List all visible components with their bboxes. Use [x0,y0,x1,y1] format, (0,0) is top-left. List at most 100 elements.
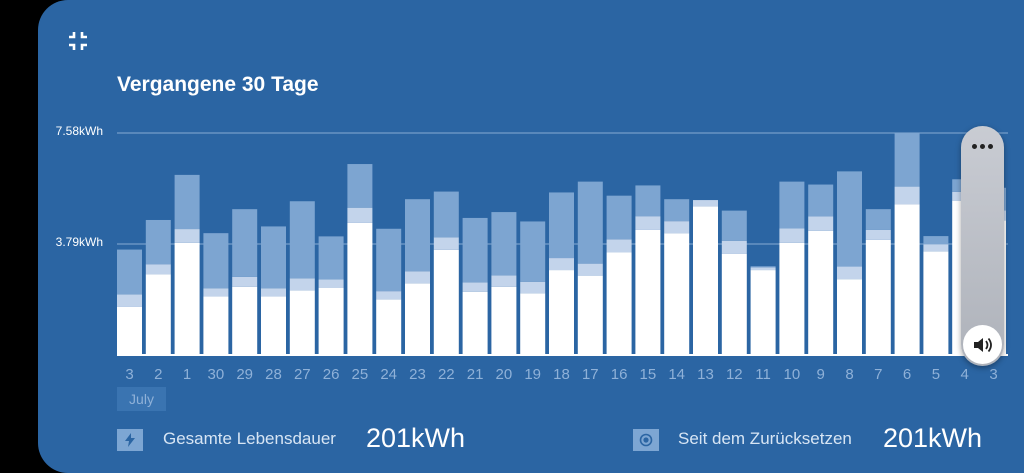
x-tick-label: 26 [323,366,340,383]
x-tick-label: 30 [208,366,225,383]
bar-segment-top [289,201,315,279]
bar-segment-main [577,275,603,355]
bar-segment-main [462,291,488,355]
bar-segment-top [808,184,834,217]
bar-segment-top [117,249,142,295]
lightning-icon [117,429,143,451]
bar-segment-main [894,204,920,355]
bar-segment-main [606,252,632,355]
bar-segment-mid [923,244,949,252]
x-tick-label: 2 [154,366,162,383]
x-tick-label: 20 [496,366,513,383]
bar-segment-top [462,217,488,283]
bar-segment-main [261,296,286,355]
bar-segment-top [894,133,920,187]
x-tick-label: 18 [553,366,570,383]
x-tick-label: 4 [961,366,969,383]
bar-segment-top [635,185,661,217]
lifetime-label: Gesamte Lebensdauer [163,429,336,448]
bar-segment-mid [203,288,229,297]
bar-segment-main [808,230,834,355]
bar-segment-main [549,270,574,355]
x-tick-label: 15 [640,366,657,383]
bar-segment-top [779,181,805,229]
bar-segment-mid [405,271,430,284]
x-tick-label: 11 [755,366,771,383]
bar-segment-mid [750,267,776,271]
bar-segment-main [174,242,200,355]
y-tick-label: 3.79kWh [56,235,103,249]
bar-segment-mid [721,240,747,254]
x-tick-label: 17 [582,366,599,383]
bar-segment-mid [289,278,315,291]
bar-segment-mid [462,282,488,292]
reset-value: 201kWh [883,423,983,453]
x-tick-label: 12 [726,366,743,383]
bar-segment-mid [693,200,718,207]
bar-segment-mid [117,294,142,307]
bar-segment-top [664,199,690,222]
lifetime-value: 201kWh [366,423,466,453]
bar-segment-mid [549,258,574,271]
bar-segment-mid [174,229,200,243]
x-tick-label: 29 [236,366,253,383]
y-tick-label: 7.58kWh [56,124,103,138]
bar-segment-mid [606,239,632,253]
bar-segment-mid [376,291,402,300]
bar-segment-mid [491,275,517,287]
reset-label: Seit dem Zurücksetzen [678,429,852,448]
x-tick-label: 21 [467,366,484,383]
speaker-icon[interactable] [963,325,1002,364]
bar-segment-mid [433,237,459,250]
bar-segment-main [433,249,459,355]
bar-segment-top [376,228,402,292]
bar-segment-main [318,287,344,355]
more-dots-icon[interactable] [961,138,1004,154]
x-tick-label: 9 [817,366,825,383]
bar-segment-main [145,274,171,355]
bar-segment-top [318,236,344,280]
chart-title: Vergangene 30 Tage [117,73,319,96]
x-tick-label: 22 [438,366,455,383]
x-tick-label: 24 [380,366,397,383]
bar-segment-main [865,239,891,355]
bar-segment-top [405,199,430,272]
bar-segment-mid [520,281,546,294]
bar-segment-top [923,236,949,245]
bar-segment-main [117,306,142,355]
x-tick-label: 16 [611,366,628,383]
bar-segment-main [837,279,862,355]
x-tick-label: 5 [932,366,940,383]
bar-segment-top [606,195,632,240]
bar-segment-main [405,283,430,355]
bar-segment-mid [808,216,834,231]
bar-segment-mid [865,229,891,240]
bar-segment-mid [261,288,286,297]
bar-segment-main [923,251,949,355]
bar-segment-main [693,206,718,355]
volume-slider[interactable] [961,126,1004,366]
bar-segment-top [174,174,200,230]
bar-segment-mid [577,263,603,276]
bar-segment-mid [664,221,690,234]
bar-segment-mid [347,207,373,223]
bar-segment-top [145,219,171,265]
bar-segment-top [520,221,546,282]
x-tick-label: 25 [352,366,369,383]
month-label: July [117,387,166,411]
bar-segment-top [433,191,459,238]
x-tick-label: 1 [183,366,191,383]
collapse-arrows-icon[interactable] [65,28,91,54]
target-icon [633,429,659,451]
x-tick-label: 7 [874,366,882,383]
bar-segment-mid [318,279,344,288]
x-tick-label: 10 [784,366,801,383]
x-tick-label: 6 [903,366,911,383]
bar-segment-mid [779,228,805,243]
bar-segment-main [347,222,373,355]
bar-segment-main [232,286,258,355]
bar-segment-top [203,233,229,289]
x-tick-label: 27 [294,366,311,383]
bar-segment-top [549,192,574,259]
x-tick-label: 23 [409,366,426,383]
